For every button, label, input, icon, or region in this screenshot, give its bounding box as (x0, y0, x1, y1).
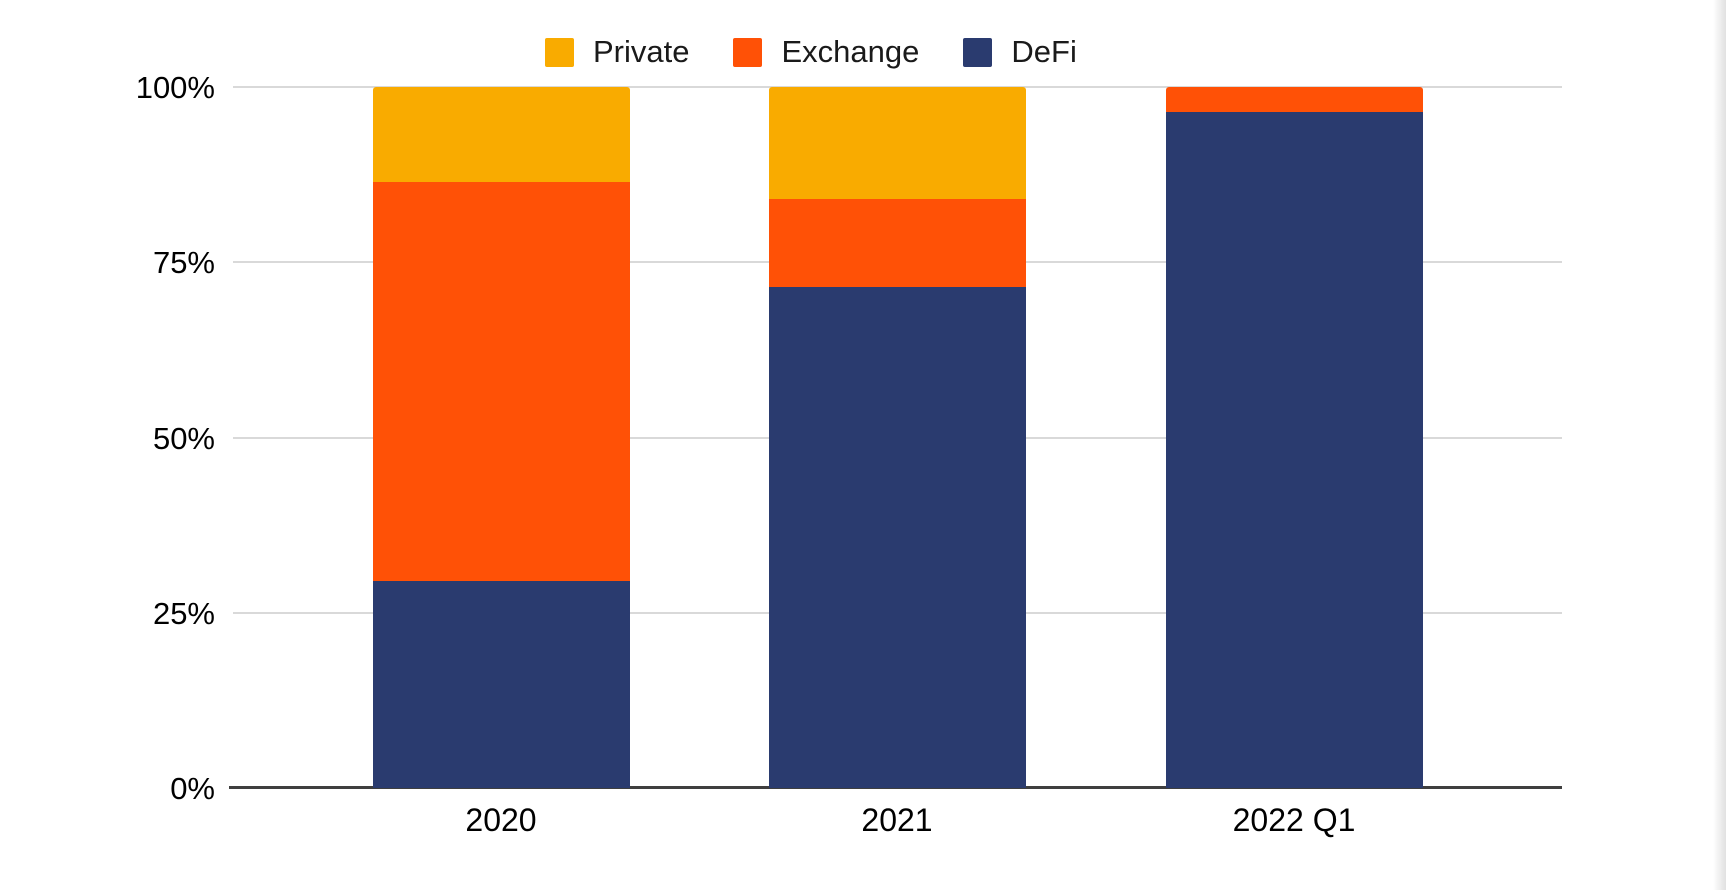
bar-2021-defi-segment[interactable] (768, 286, 1026, 788)
bar-2021-private-segment[interactable] (768, 87, 1026, 200)
y-tick-label-0: 0% (170, 771, 215, 806)
y-tick-label-75: 75% (152, 245, 215, 281)
x-tick-label-2022-q1: 2022 Q1 (1232, 802, 1356, 838)
gridline-100 (233, 86, 1562, 88)
legend-item-exchange[interactable]: Exchange (733, 34, 919, 70)
chart-legend: Private Exchange DeFi (545, 34, 1077, 70)
bar-2022-q1-exchange-segment[interactable] (1165, 87, 1423, 112)
legend-label-exchange: Exchange (781, 34, 920, 69)
plot-area: 0% 25% 50% 75% 100% 2020 2021 2022 Q1 (136, 72, 1562, 838)
y-tick-label-50: 50% (152, 420, 215, 456)
legend-label-private: Private (593, 34, 690, 69)
x-tick-label-2020: 2020 (465, 802, 537, 838)
legend-label-defi: DeFi (1011, 34, 1077, 69)
x-tick-label-2021: 2021 (861, 802, 933, 838)
bar-2022-q1-defi-segment[interactable] (1165, 111, 1423, 788)
legend-item-private[interactable]: Private (545, 34, 689, 70)
y-tick-label-100: 100% (135, 70, 215, 105)
bar-2021[interactable] (768, 87, 1026, 788)
bar-2022-q1[interactable] (1165, 87, 1423, 788)
bar-2020[interactable] (372, 87, 630, 788)
page-edge-shade (1713, 0, 1726, 890)
bar-2020-defi-segment[interactable] (372, 581, 630, 788)
legend-item-defi[interactable]: DeFi (963, 34, 1077, 70)
exchange-color-swatch-icon (733, 37, 763, 67)
y-tick-label-25: 25% (152, 595, 215, 631)
defi-color-swatch-icon (963, 37, 993, 67)
bar-2020-private-segment[interactable] (372, 87, 630, 182)
private-color-swatch-icon (545, 37, 574, 67)
bar-2020-exchange-segment[interactable] (372, 181, 630, 582)
bar-2021-exchange-segment[interactable] (768, 199, 1026, 287)
